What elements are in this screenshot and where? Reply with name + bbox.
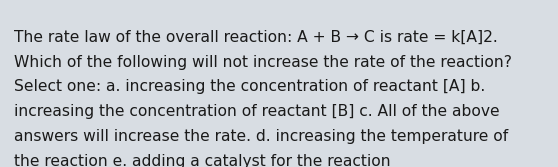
Text: the reaction e. adding a catalyst for the reaction: the reaction e. adding a catalyst for th… [14,154,391,167]
Text: Select one: a. increasing the concentration of reactant [A] b.: Select one: a. increasing the concentrat… [14,79,485,95]
Text: answers will increase the rate. d. increasing the temperature of: answers will increase the rate. d. incre… [14,129,508,144]
Text: increasing the concentration of reactant [B] c. All of the above: increasing the concentration of reactant… [14,104,499,119]
Text: The rate law of the overall reaction: A + B → C is rate = k[A]2.: The rate law of the overall reaction: A … [14,30,498,45]
Text: Which of the following will not increase the rate of the reaction?: Which of the following will not increase… [14,55,512,70]
